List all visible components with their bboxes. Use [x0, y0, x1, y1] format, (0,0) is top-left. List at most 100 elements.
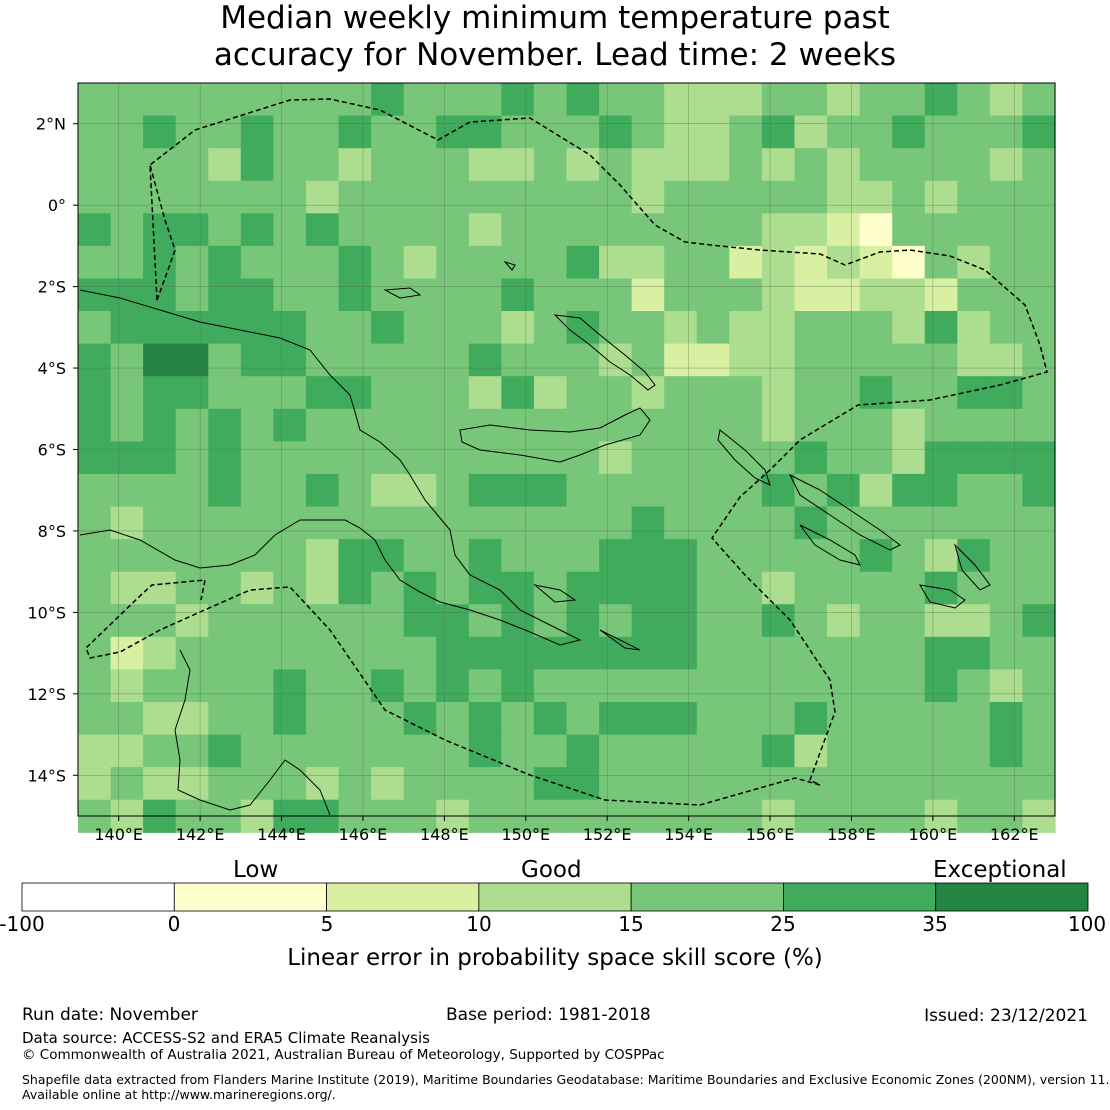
grid-cell: [143, 148, 177, 182]
grid-cell: [696, 669, 730, 703]
grid-cell: [468, 83, 502, 117]
grid-cell: [78, 148, 112, 182]
grid-cell: [599, 115, 633, 149]
x-tick-label: 146°E: [339, 825, 388, 844]
grid-cell: [306, 115, 340, 149]
grid-cell: [436, 702, 470, 736]
x-tick-label: 158°E: [827, 825, 876, 844]
grid-cell: [78, 213, 112, 247]
grid-cell: [533, 213, 568, 247]
grid-cell: [78, 604, 112, 638]
grid-cell: [794, 702, 828, 736]
grid-cell: [501, 278, 535, 312]
grid-cell: [371, 213, 405, 247]
grid-cell: [989, 148, 1024, 182]
grid-cell: [306, 636, 340, 670]
grid-cell: [924, 734, 958, 768]
graticule: [78, 83, 1055, 816]
grid-cell: [729, 115, 763, 149]
grid-cell: [533, 506, 568, 540]
grid-cell: [240, 83, 274, 117]
grid-cell: [306, 408, 340, 442]
grid-cell: [696, 278, 730, 312]
grid-cell: [436, 571, 470, 605]
grid-cell: [110, 669, 144, 703]
grid-cell: [761, 343, 796, 377]
grid-cell: [892, 473, 926, 508]
grid-cell: [631, 180, 665, 214]
grid-cell: [761, 473, 796, 508]
grid-cell: [143, 636, 177, 670]
grid-cell: [110, 539, 144, 573]
grid-cell: [110, 408, 144, 442]
grid-cell: [892, 604, 926, 638]
grid-cell: [664, 278, 698, 312]
grid-cell: [338, 767, 372, 801]
grid-cell: [208, 734, 242, 768]
coast-new-britain: [459, 407, 651, 463]
grid-cell: [533, 343, 568, 377]
grid-cell: [143, 669, 177, 703]
grid-cell: [794, 506, 828, 540]
coast-new-guinea-north: [79, 289, 582, 646]
grid-cell: [533, 148, 568, 182]
grid-cell: [468, 506, 502, 540]
colorbar-tick: 10: [466, 912, 492, 936]
grid-cell: [240, 441, 274, 475]
grid-cell: [794, 767, 828, 801]
grid-cell: [859, 702, 893, 736]
grid-cell: [761, 636, 796, 670]
grid-cell: [957, 343, 991, 377]
grid-cell: [859, 180, 893, 214]
grid-cell: [827, 115, 861, 149]
shapefile-credit-line-1: Shapefile data extracted from Flanders M…: [22, 1072, 1110, 1087]
grid-cell: [403, 245, 437, 280]
grid-cell: [664, 245, 698, 280]
grid-cell: [371, 115, 405, 149]
grid-cell: [761, 669, 796, 703]
grid-cell: [1022, 767, 1056, 801]
grid-cell: [306, 311, 340, 345]
grid-cell: [989, 311, 1024, 345]
legend-category-low: Low: [233, 857, 279, 883]
grid-cell: [78, 473, 112, 508]
grid-cell: [696, 408, 730, 442]
grid-cell: [143, 311, 177, 345]
grid-cell: [664, 311, 698, 345]
grid-cell: [208, 506, 242, 540]
grid-cell: [240, 213, 274, 247]
grid-cell: [1022, 734, 1056, 768]
grid-cell: [273, 767, 307, 801]
grid-cell: [696, 506, 730, 540]
grid-cell: [794, 311, 828, 345]
base-period: Base period: 1981-2018: [446, 1005, 651, 1025]
colorbar-tick: 100: [1067, 912, 1107, 936]
grid-cell: [631, 213, 665, 247]
grid-cell: [729, 213, 763, 247]
grid-cell: [175, 441, 209, 475]
grid-cell: [533, 669, 568, 703]
colorbar-segment: [326, 882, 480, 912]
grid-cell: [599, 506, 633, 540]
colorbar-segment: [783, 882, 937, 912]
grid-cell: [859, 83, 893, 117]
grid-cell: [436, 376, 470, 410]
grid-cell: [989, 408, 1024, 442]
grid-cell: [110, 441, 144, 475]
grid-cell: [827, 669, 861, 703]
grid-cell: [794, 376, 828, 410]
grid-cell: [403, 441, 437, 475]
grid-cell: [957, 83, 991, 117]
grid-cell: [664, 636, 698, 670]
grid-cell: [566, 376, 600, 410]
x-tick-label: 160°E: [909, 825, 958, 844]
grid-cell: [175, 278, 209, 312]
grid-cell: [892, 180, 926, 214]
grid-cell: [501, 473, 535, 508]
grid-cell: [306, 702, 340, 736]
grid-cell: [761, 604, 796, 638]
grid-cell: [957, 408, 991, 442]
grid-cell: [631, 604, 665, 638]
grid-cell: [892, 115, 926, 149]
grid-cell: [371, 473, 405, 508]
